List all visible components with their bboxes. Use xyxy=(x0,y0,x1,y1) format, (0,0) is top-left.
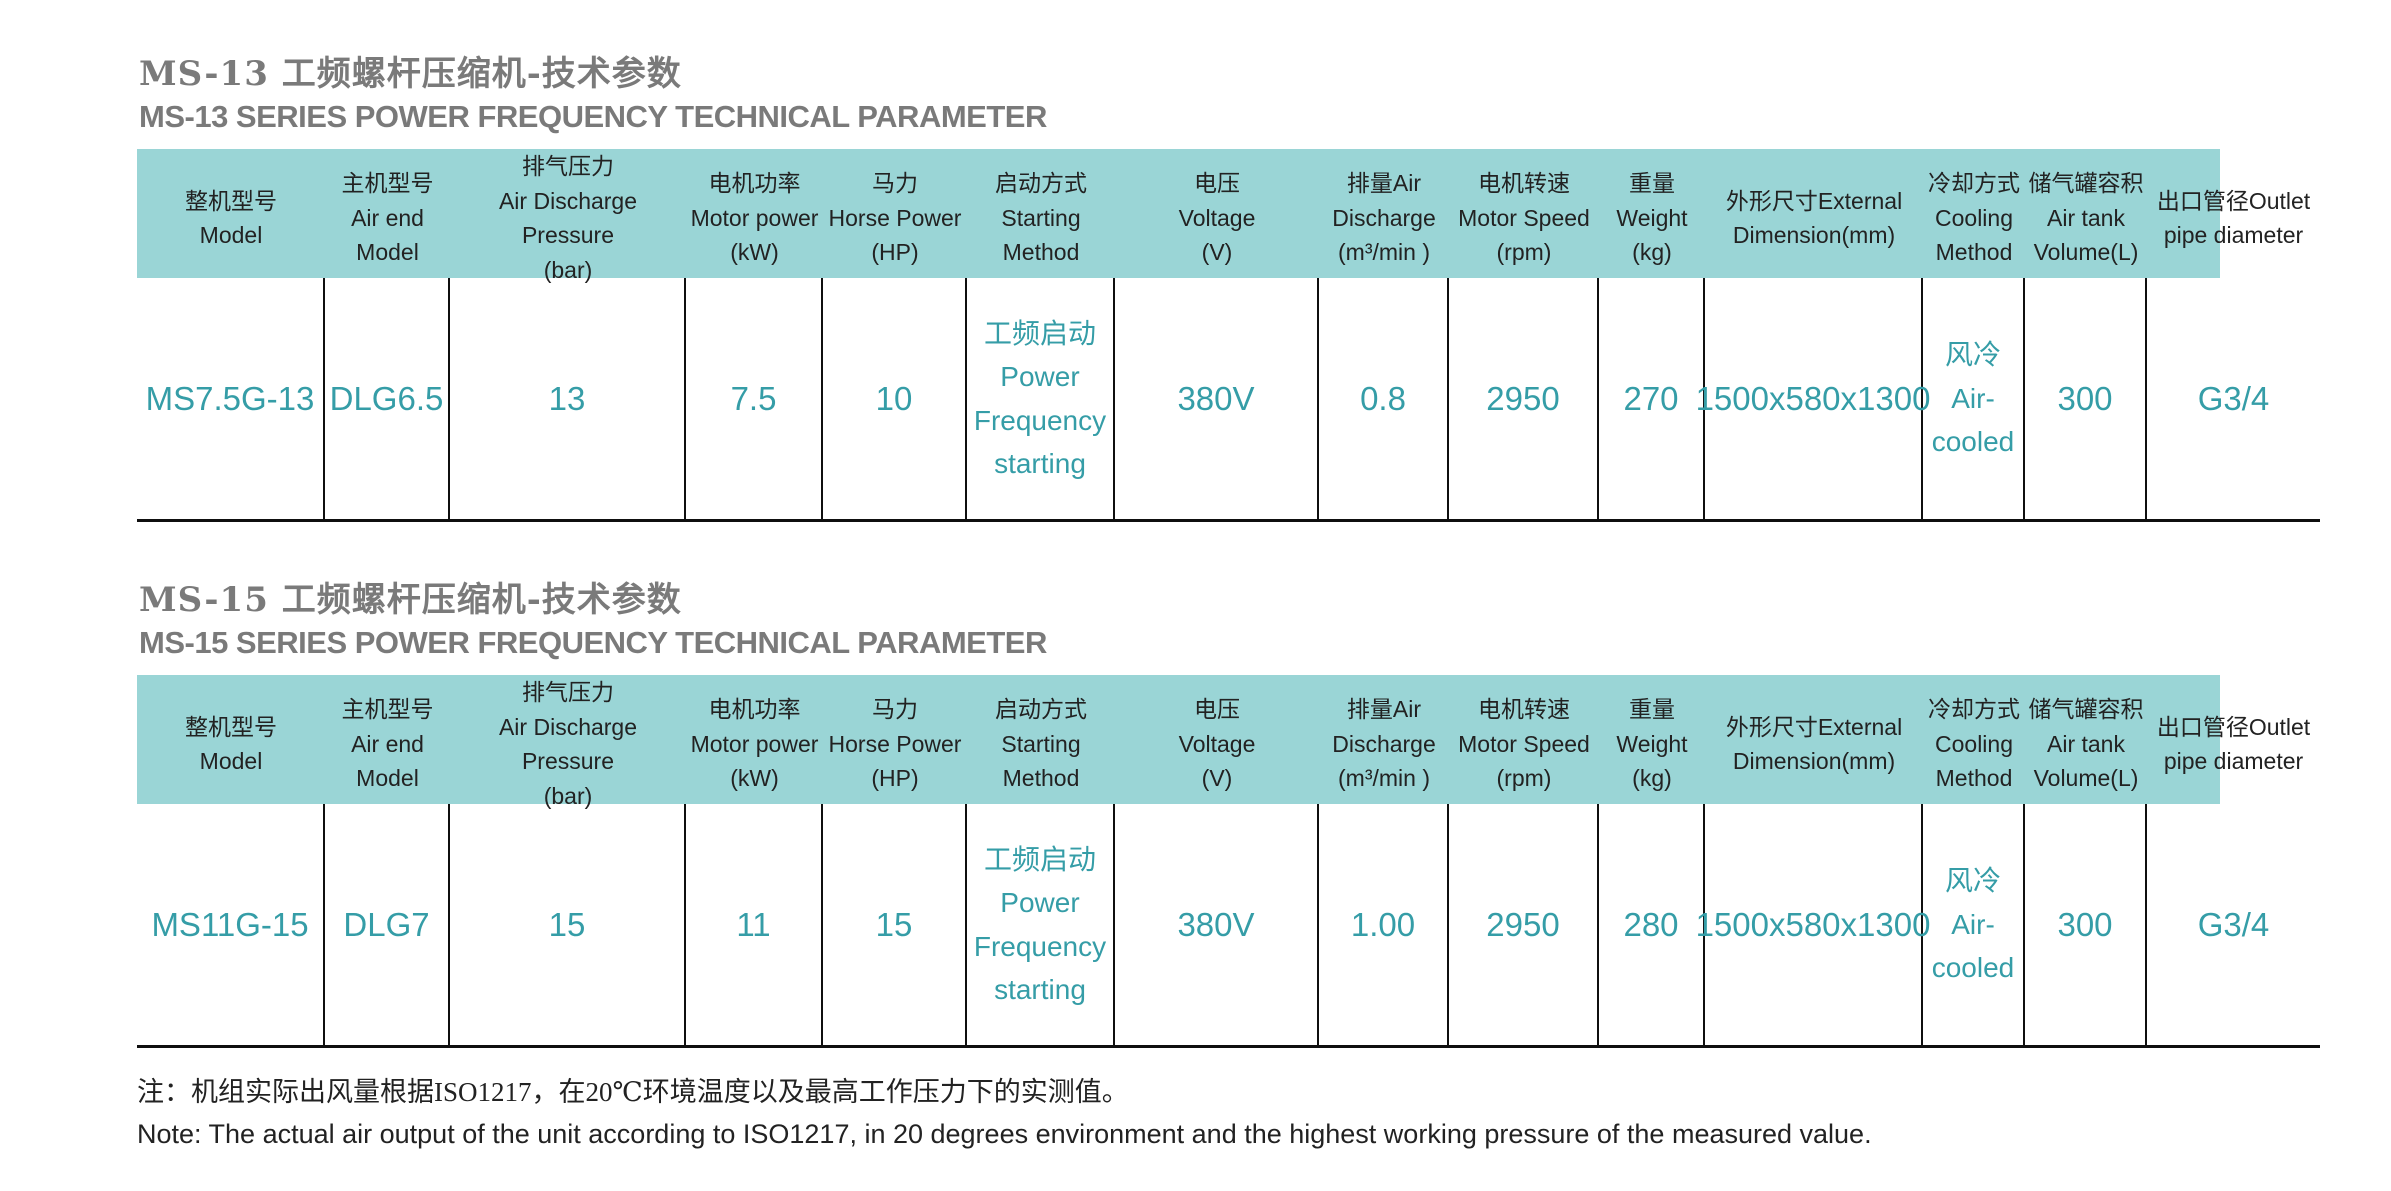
data-cell: 0.8 xyxy=(1319,278,1449,519)
note-chinese: 注：机组实际出风量根据ISO1217，在20℃环境温度以及最高工作压力下的实测值… xyxy=(137,1077,1129,1107)
data-cell: 300 xyxy=(2025,278,2147,519)
data-cell: 10 xyxy=(823,278,967,519)
section-ms15: MS-15 工频螺杆压缩机-技术参数 MS-15 SERIES POWER FR… xyxy=(137,572,2391,1048)
data-cell: 风冷 Air- cooled xyxy=(1923,278,2025,519)
table-data-row: MS11G-15 DLG7 15 11 15 工频启动 Power Frequency s… xyxy=(137,804,2320,1045)
data-cell: 1.00 xyxy=(1319,804,1449,1045)
footnotes: 注：机组实际出风量根据ISO1217，在20℃环境温度以及最高工作压力下的实测值… xyxy=(137,1070,2391,1150)
data-cell: 2950 xyxy=(1449,278,1599,519)
parameter-table-ms15: 整机型号 Model 主机型号 Air end Model 排气压力 Air Dis… xyxy=(137,675,2320,1048)
header-cell: 马力 Horse Power (HP) xyxy=(828,696,962,792)
header-cell: 整机型号 Model xyxy=(185,187,277,249)
header-cell: 外形尺寸External Dimension(mm) xyxy=(1725,187,1903,249)
data-cell: 15 xyxy=(823,804,967,1045)
data-cell: 工频启动 Power Frequency starting xyxy=(967,804,1115,1045)
data-cell: DLG7 xyxy=(325,804,450,1045)
data-cell: MS7.5G-13 xyxy=(137,278,325,519)
header-cell: 电压 Voltage (V) xyxy=(1178,696,1256,792)
header-cell: 电压 Voltage (V) xyxy=(1178,170,1256,266)
header-cell: 电机功率 Motor power (kW) xyxy=(690,170,819,266)
data-cell: 380V xyxy=(1115,804,1319,1045)
table-header-row: 整机型号 Model 主机型号 Air end Model 排气压力 Air Dis… xyxy=(137,149,2320,283)
data-cell: MS11G-15 xyxy=(137,804,325,1045)
header-cell: 重量 Weight (kg) xyxy=(1616,170,1688,266)
header-cell: 主机型号 Air end Model xyxy=(341,170,434,266)
section-title-cn: MS-15 工频螺杆压缩机-技术参数 xyxy=(139,580,682,620)
header-cell: 排量Air Discharge (m³/min ) xyxy=(1332,696,1436,792)
header-cell: 整机型号 Model xyxy=(185,713,277,775)
note-english: Note: The actual air output of the unit … xyxy=(137,1119,1872,1149)
header-cell: 重量 Weight (kg) xyxy=(1616,696,1688,792)
header-cell: 电机转速 Motor Speed (rpm) xyxy=(1458,170,1590,266)
section-ms13: MS-13 工频螺杆压缩机-技术参数 MS-13 SERIES POWER FR… xyxy=(137,0,2391,522)
parameter-table-ms13: 整机型号 Model 主机型号 Air end Model 排气压力 Air Dis… xyxy=(137,149,2320,522)
header-cell: 电机转速 Motor Speed (rpm) xyxy=(1458,696,1590,792)
header-cell: 冷却方式 Cooling Method xyxy=(1928,170,2020,266)
data-cell: 13 xyxy=(450,278,686,519)
data-cell: 1500x580x1300 xyxy=(1696,804,1930,1045)
header-cell: 排气压力 Air Discharge Pressure (bar) xyxy=(498,153,638,283)
header-cell: 冷却方式 Cooling Method xyxy=(1928,696,2020,792)
header-cell: 主机型号 Air end Model xyxy=(341,696,434,792)
header-cell: 启动方式 Starting Method xyxy=(995,696,1087,792)
data-cell: DLG6.5 xyxy=(325,278,450,519)
header-cell: 电机功率 Motor power (kW) xyxy=(690,696,819,792)
header-cell: 外形尺寸External Dimension(mm) xyxy=(1725,713,1903,775)
table-header-row: 整机型号 Model 主机型号 Air end Model 排气压力 Air Dis… xyxy=(137,675,2320,809)
section-title-en: MS-13 SERIES POWER FREQUENCY TECHNICAL P… xyxy=(139,99,1047,134)
data-cell: 270 xyxy=(1599,278,1705,519)
section-title-cn: MS-13 工频螺杆压缩机-技术参数 xyxy=(139,54,682,94)
data-cell: 11 xyxy=(686,804,823,1045)
data-cell: 工频启动 Power Frequency starting xyxy=(967,278,1115,519)
table-data-row: MS7.5G-13 DLG6.5 13 7.5 10 工频启动 Power Frequen… xyxy=(137,278,2320,519)
data-cell: 380V xyxy=(1115,278,1319,519)
header-cell: 排量Air Discharge (m³/min ) xyxy=(1332,170,1436,266)
header-cell: 出口管径Outlet pipe diameter xyxy=(2156,713,2311,775)
data-cell: 7.5 xyxy=(686,278,823,519)
data-cell: G3/4 xyxy=(2197,905,2270,943)
data-cell: 风冷 Air- cooled xyxy=(1923,804,2025,1045)
data-cell: 300 xyxy=(2025,804,2147,1045)
data-cell: 1500x580x1300 xyxy=(1696,278,1930,519)
data-cell: 15 xyxy=(450,804,686,1045)
section-title-en: MS-15 SERIES POWER FREQUENCY TECHNICAL P… xyxy=(139,625,1047,660)
header-cell: 储气罐容积 Air tank Volume(L) xyxy=(2028,170,2144,266)
header-cell: 启动方式 Starting Method xyxy=(995,170,1087,266)
header-cell: 出口管径Outlet pipe diameter xyxy=(2156,187,2311,249)
header-cell: 储气罐容积 Air tank Volume(L) xyxy=(2028,696,2144,792)
data-cell: 280 xyxy=(1599,804,1705,1045)
header-cell: 马力 Horse Power (HP) xyxy=(828,170,962,266)
header-cell: 排气压力 Air Discharge Pressure (bar) xyxy=(498,679,638,809)
data-cell: G3/4 xyxy=(2197,379,2270,417)
data-cell: 2950 xyxy=(1449,804,1599,1045)
